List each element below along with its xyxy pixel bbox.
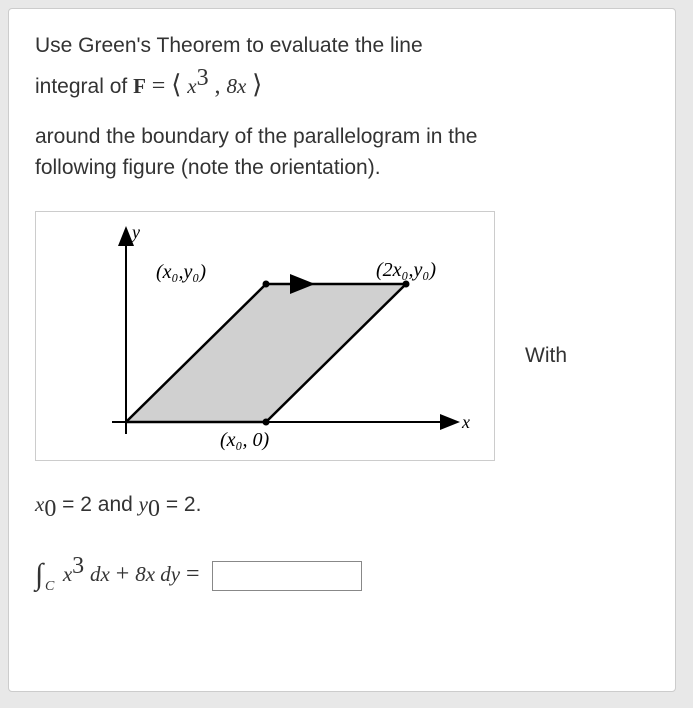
svg-text:(x₀, 0): (x₀, 0) [220,429,269,451]
spacer [35,104,649,122]
line-1: Use Green's Theorem to evaluate the line [35,31,649,61]
comp2: 8x [226,74,246,98]
figure-box: y x (x₀,y₀) (2x₀,y₀) (x₀, 0) [35,211,495,461]
given-values: x0 = 2 and y0 = 2. [35,489,649,527]
vector-F: F [133,74,146,98]
x0-sub: 0 [44,496,56,522]
plus: + [116,561,136,587]
y0-text: = 2. [166,493,202,516]
t1-base: x [63,562,72,586]
equals: = [152,73,172,99]
figure-wrap: y x (x₀,y₀) (2x₀,y₀) (x₀, 0) With [35,211,649,481]
answer-input[interactable] [212,561,362,591]
line-2: integral of F = ⟨ x3 , 8x ⟩ [35,61,649,104]
y0-sub: 0 [148,496,160,522]
angle-close: ⟩ [252,70,262,99]
comp1-base: x [187,74,196,98]
dx: dx [90,562,110,586]
line-2-prefix: integral of [35,75,133,98]
svg-text:(x₀,y₀): (x₀,y₀) [156,261,206,283]
integral-symbol: ∫ C [35,559,57,593]
comp1-exp: 3 [197,65,209,91]
svg-text:y: y [130,222,140,242]
angle-open: ⟨ [171,70,181,99]
with-label: With [525,341,567,371]
para-line-1: around the boundary of the parallelogram… [35,122,649,152]
comp-sep: , [214,73,226,99]
final-eq: = [186,561,206,587]
answer-line: ∫ C x3 dx + 8x dy = [35,549,649,592]
t1-exp: 3 [72,553,84,579]
integral-sub-C: C [45,577,54,597]
spacer-2 [35,527,649,549]
x0-var: x [35,492,44,516]
svg-text:x: x [461,412,470,432]
parallelogram-figure: y x (x₀,y₀) (2x₀,y₀) (x₀, 0) [36,212,496,462]
x0-text: = 2 and [62,493,138,516]
svg-text:(2x₀,y₀): (2x₀,y₀) [376,259,436,281]
para-line-2: following figure (note the orientation). [35,153,649,183]
problem-card: Use Green's Theorem to evaluate the line… [8,8,676,692]
y0-var: y [139,492,148,516]
t2: 8x dy [135,562,180,586]
